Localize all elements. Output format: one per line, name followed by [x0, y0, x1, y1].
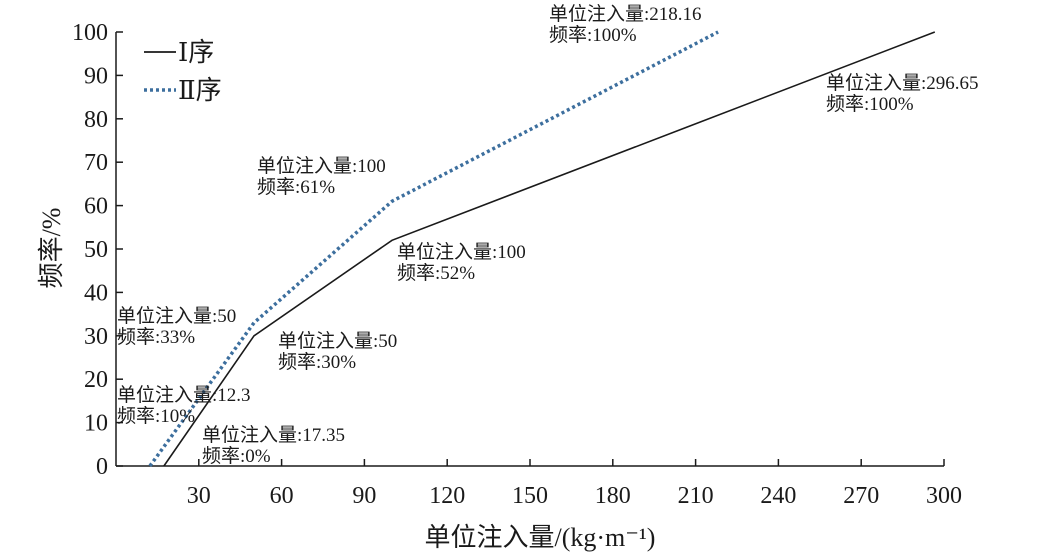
series-line-1	[163, 31, 936, 467]
y-tick-label: 0	[96, 454, 108, 480]
data-annotation: 单位注入量:218.16 频率:100%	[549, 3, 702, 46]
data-annotation: 单位注入量:296.65 频率:100%	[826, 72, 979, 115]
x-tick-label: 90	[352, 483, 376, 509]
data-annotation: 单位注入量:17.35 频率:0%	[202, 424, 345, 467]
x-tick-label: 240	[760, 483, 796, 509]
y-axis-label: 频率/%	[37, 208, 66, 289]
y-tick-label: 70	[84, 150, 108, 176]
y-tick-label: 100	[72, 20, 108, 46]
y-tick-label: 30	[84, 324, 108, 350]
y-tick-label: 60	[84, 194, 108, 220]
y-tick-label: 10	[84, 411, 108, 437]
y-tick-label: 50	[84, 237, 108, 263]
x-tick-label: 210	[678, 483, 714, 509]
x-tick-label: 150	[512, 483, 548, 509]
y-tick-label: 40	[84, 280, 108, 306]
x-axis-label: 单位注入量/(kg·m⁻¹)	[425, 523, 656, 552]
annotations: 单位注入量:218.16 频率:100% 单位注入量:296.65 频率:100% 单位…	[117, 3, 979, 467]
y-tick-label: 90	[84, 63, 108, 89]
ticks: 0 10 20 30 40 50 60 70 80 90 100 30 60 90 120 150 180 210…	[72, 20, 962, 509]
x-tick-label: 300	[926, 483, 962, 509]
x-tick-label: 180	[595, 483, 631, 509]
y-tick-label: 80	[84, 107, 108, 133]
legend: Ⅰ序 Ⅱ序	[144, 38, 222, 105]
x-tick-label: 30	[187, 483, 211, 509]
data-annotation: 单位注入量:50 频率:30%	[278, 330, 397, 373]
y-tick-label: 20	[84, 367, 108, 393]
x-tick-label: 60	[270, 483, 294, 509]
data-annotation: 单位注入量:100 频率:52%	[397, 241, 526, 284]
data-annotation: 单位注入量:50 频率:33%	[117, 305, 236, 348]
legend-label-2: Ⅱ序	[178, 76, 222, 105]
x-tick-label: 270	[843, 483, 879, 509]
legend-label-1: Ⅰ序	[178, 38, 214, 67]
data-annotation: 单位注入量:12.3 频率:10%	[117, 384, 251, 427]
series	[148, 30, 936, 468]
x-tick-label: 120	[429, 483, 465, 509]
data-annotation: 单位注入量:100 频率:61%	[257, 155, 386, 198]
